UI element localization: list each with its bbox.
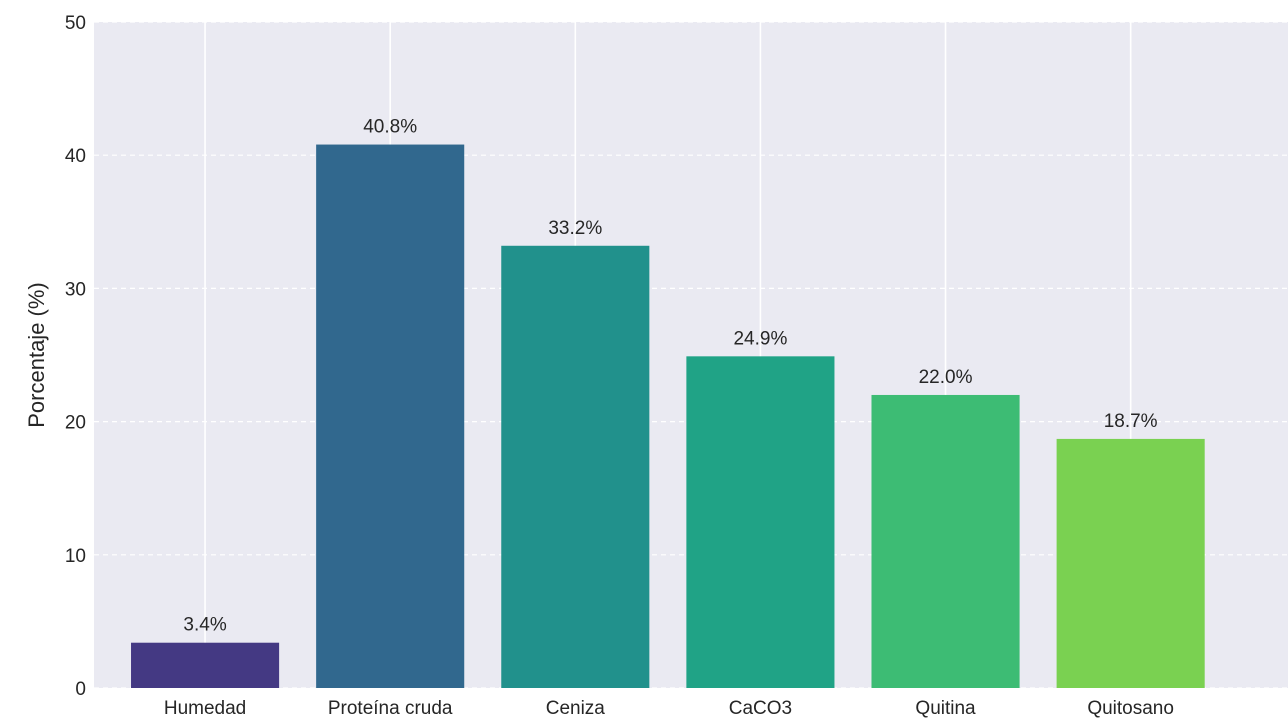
y-axis-ticks: 0 10 20 30 40 50	[65, 13, 86, 700]
y-tick-label: 0	[75, 679, 86, 700]
y-tick-label: 40	[65, 146, 86, 167]
x-tick-label: CaCO3	[729, 698, 792, 719]
x-tick-label: Proteína cruda	[328, 698, 453, 719]
bar-value-label: 3.4%	[183, 615, 226, 636]
bar-value-label: 24.9%	[733, 328, 787, 349]
bar-caco3	[686, 356, 835, 688]
bar-value-label: 18.7%	[1104, 411, 1158, 432]
y-tick-label: 20	[65, 413, 86, 434]
y-tick-label: 30	[65, 279, 86, 300]
bar-humedad	[131, 642, 280, 688]
bar-quitina	[871, 394, 1020, 688]
y-tick-label: 50	[65, 13, 86, 34]
bar-ceniza	[501, 245, 650, 688]
bar-value-label: 40.8%	[363, 117, 417, 138]
bars	[131, 144, 1205, 688]
bar-value-label: 33.2%	[548, 218, 602, 239]
bar-proteína-cruda	[316, 144, 465, 688]
bar-quitosano	[1056, 438, 1205, 688]
x-tick-label: Ceniza	[546, 698, 606, 719]
value-labels: 3.4% 40.8% 33.2% 24.9% 22.0% 18.7%	[183, 117, 1157, 636]
x-tick-label: Quitosano	[1087, 698, 1174, 719]
bar-value-label: 22.0%	[919, 367, 973, 388]
x-tick-label: Humedad	[164, 698, 246, 719]
x-axis-ticks: Humedad Proteína cruda Ceniza CaCO3 Quitina Q…	[164, 698, 1174, 719]
x-tick-label: Quitina	[915, 698, 976, 719]
y-axis-label: Porcentaje (%)	[24, 282, 49, 428]
y-tick-label: 10	[65, 546, 86, 567]
